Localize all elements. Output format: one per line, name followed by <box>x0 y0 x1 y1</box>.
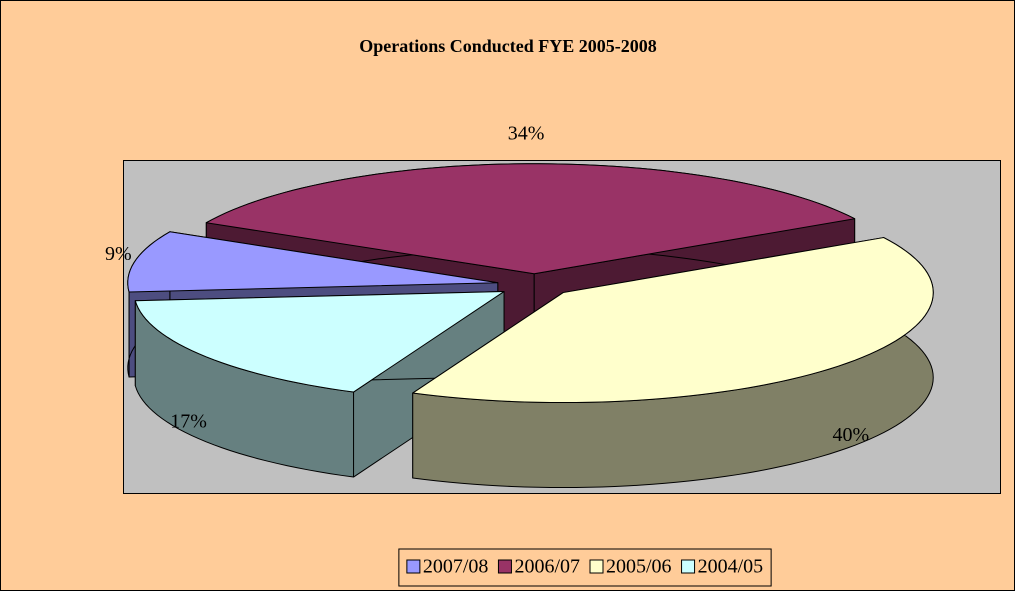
legend-swatch <box>497 559 512 574</box>
legend-swatch <box>589 559 604 574</box>
data-label: 40% <box>833 424 870 446</box>
legend-label: 2006/07 <box>514 556 580 578</box>
slice <box>134 291 505 393</box>
data-label: 17% <box>170 410 207 432</box>
legend-label: 2004/05 <box>698 556 764 578</box>
legend <box>398 548 772 587</box>
legend-swatch <box>406 559 421 574</box>
legend-label: 2007/08 <box>423 556 489 578</box>
slice <box>205 163 856 275</box>
data-label: 34% <box>508 123 545 145</box>
chart-title: Operations Conducted FYE 2005-2008 <box>359 36 657 56</box>
slice <box>412 237 934 404</box>
legend-swatch <box>681 559 696 574</box>
slice <box>127 231 499 293</box>
data-label: 9% <box>105 243 132 265</box>
legend-label: 2005/06 <box>606 556 672 578</box>
